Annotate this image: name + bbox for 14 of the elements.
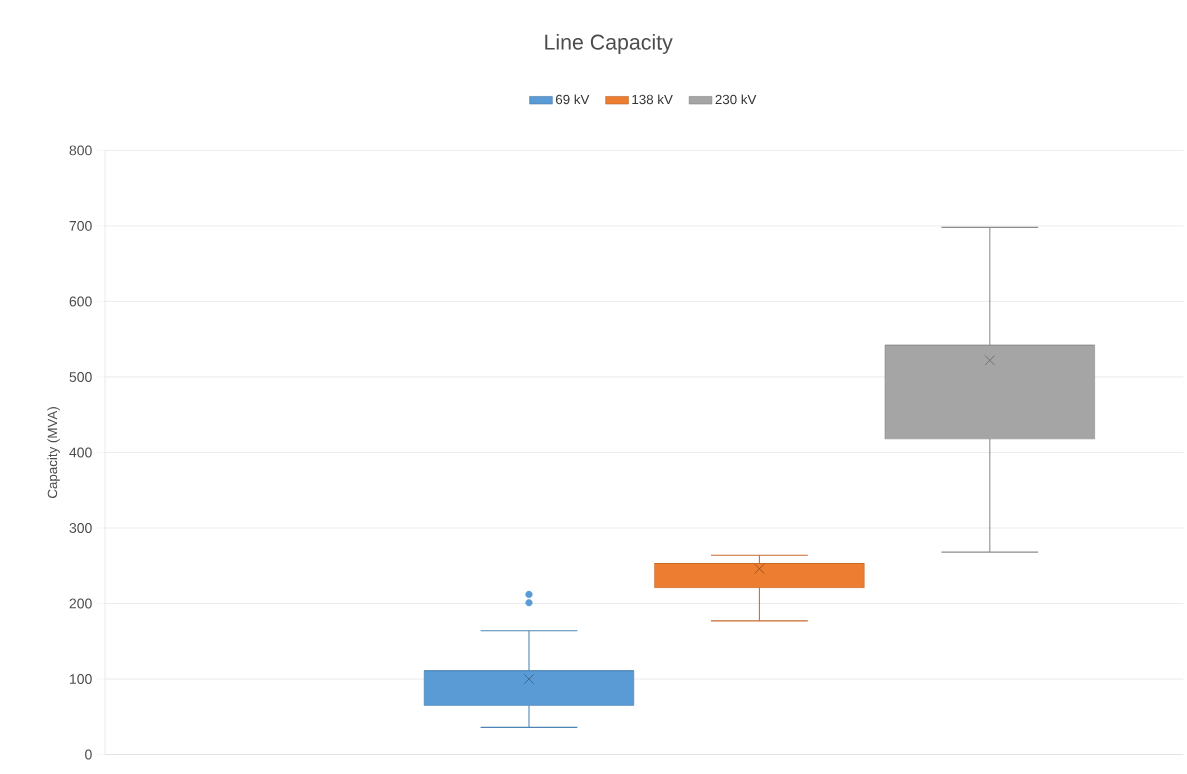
legend-label: 138 kV [632, 94, 673, 105]
y-tick-label: 300 [69, 523, 92, 534]
y-tick-label: 500 [69, 372, 92, 383]
chart-title: Line Capacity [545, 34, 673, 55]
y-axis-title: Capacity (MVA) [47, 407, 60, 499]
legend-label: 69 kV [555, 94, 590, 105]
y-tick-label: 100 [70, 674, 92, 685]
y-tick-label: 600 [69, 296, 92, 307]
y-tick-label: 200 [69, 598, 92, 609]
y-tick-label: 0 [85, 749, 92, 760]
y-tick-label: 400 [69, 447, 92, 458]
legend-label: 230 kV [715, 94, 757, 105]
y-tick-label: 700 [69, 221, 92, 232]
y-tick-label: 800 [69, 145, 92, 156]
